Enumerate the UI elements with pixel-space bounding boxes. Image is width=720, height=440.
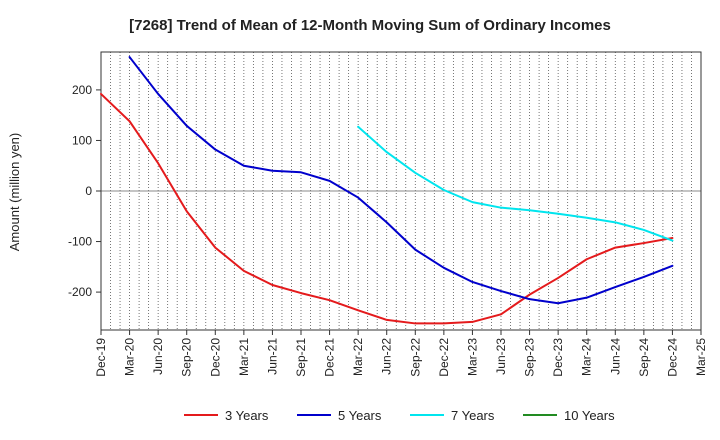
y-tick-label: 200 (72, 83, 92, 97)
series-lines (100, 56, 674, 325)
x-tick-label: Sep-20 (180, 338, 194, 377)
legend-label: 7 Years (451, 408, 495, 423)
x-tick-label: Mar-25 (694, 338, 708, 376)
series-line-3-years (100, 92, 674, 325)
series-line-5-years (128, 56, 674, 305)
x-tick-label: Jun-20 (151, 338, 165, 375)
y-tick-label: -200 (68, 285, 92, 299)
x-tick-label: Mar-22 (351, 338, 365, 376)
x-tick-label: Dec-20 (208, 338, 222, 377)
chart-title: [7268] Trend of Mean of 12-Month Moving … (129, 17, 611, 34)
legend-label: 10 Years (564, 408, 615, 423)
x-tick-label: Mar-24 (580, 338, 594, 376)
x-tick-label: Dec-22 (437, 338, 451, 377)
y-tick-label: -100 (68, 235, 92, 249)
x-tick-label: Dec-21 (323, 338, 337, 377)
series-line-7-years (357, 125, 674, 242)
x-tick-label: Mar-23 (465, 338, 479, 376)
legend: 3 Years 5 Years 7 Years 10 Years (184, 408, 615, 423)
x-tick-label: Mar-20 (123, 338, 137, 376)
y-axis-label: Amount (million yen) (7, 133, 22, 252)
legend-label: 3 Years (225, 408, 269, 423)
x-tick-label: Dec-24 (665, 338, 679, 377)
axes: 200 100 0 -100 -200 Dec-19 Mar-20 Jun-20 Sep-20 D… (68, 51, 708, 377)
y-tick-label: 0 (85, 184, 92, 198)
x-tick-label: Jun-22 (380, 338, 394, 375)
x-tick-label: Jun-21 (265, 338, 279, 375)
x-tick-label: Sep-22 (408, 338, 422, 377)
x-tick-label: Dec-23 (551, 338, 565, 377)
x-tick-label: Jun-24 (608, 338, 622, 375)
x-tick-label: Dec-19 (94, 338, 108, 377)
x-tick-label: Mar-21 (237, 338, 251, 376)
legend-label: 5 Years (338, 408, 382, 423)
x-tick-label: Jun-23 (494, 338, 508, 375)
y-tick-label: 100 (72, 133, 92, 147)
x-tick-label: Sep-21 (294, 338, 308, 377)
x-tick-label: Sep-23 (523, 338, 537, 377)
x-tick-label: Sep-24 (637, 338, 651, 377)
grid (100, 52, 702, 330)
